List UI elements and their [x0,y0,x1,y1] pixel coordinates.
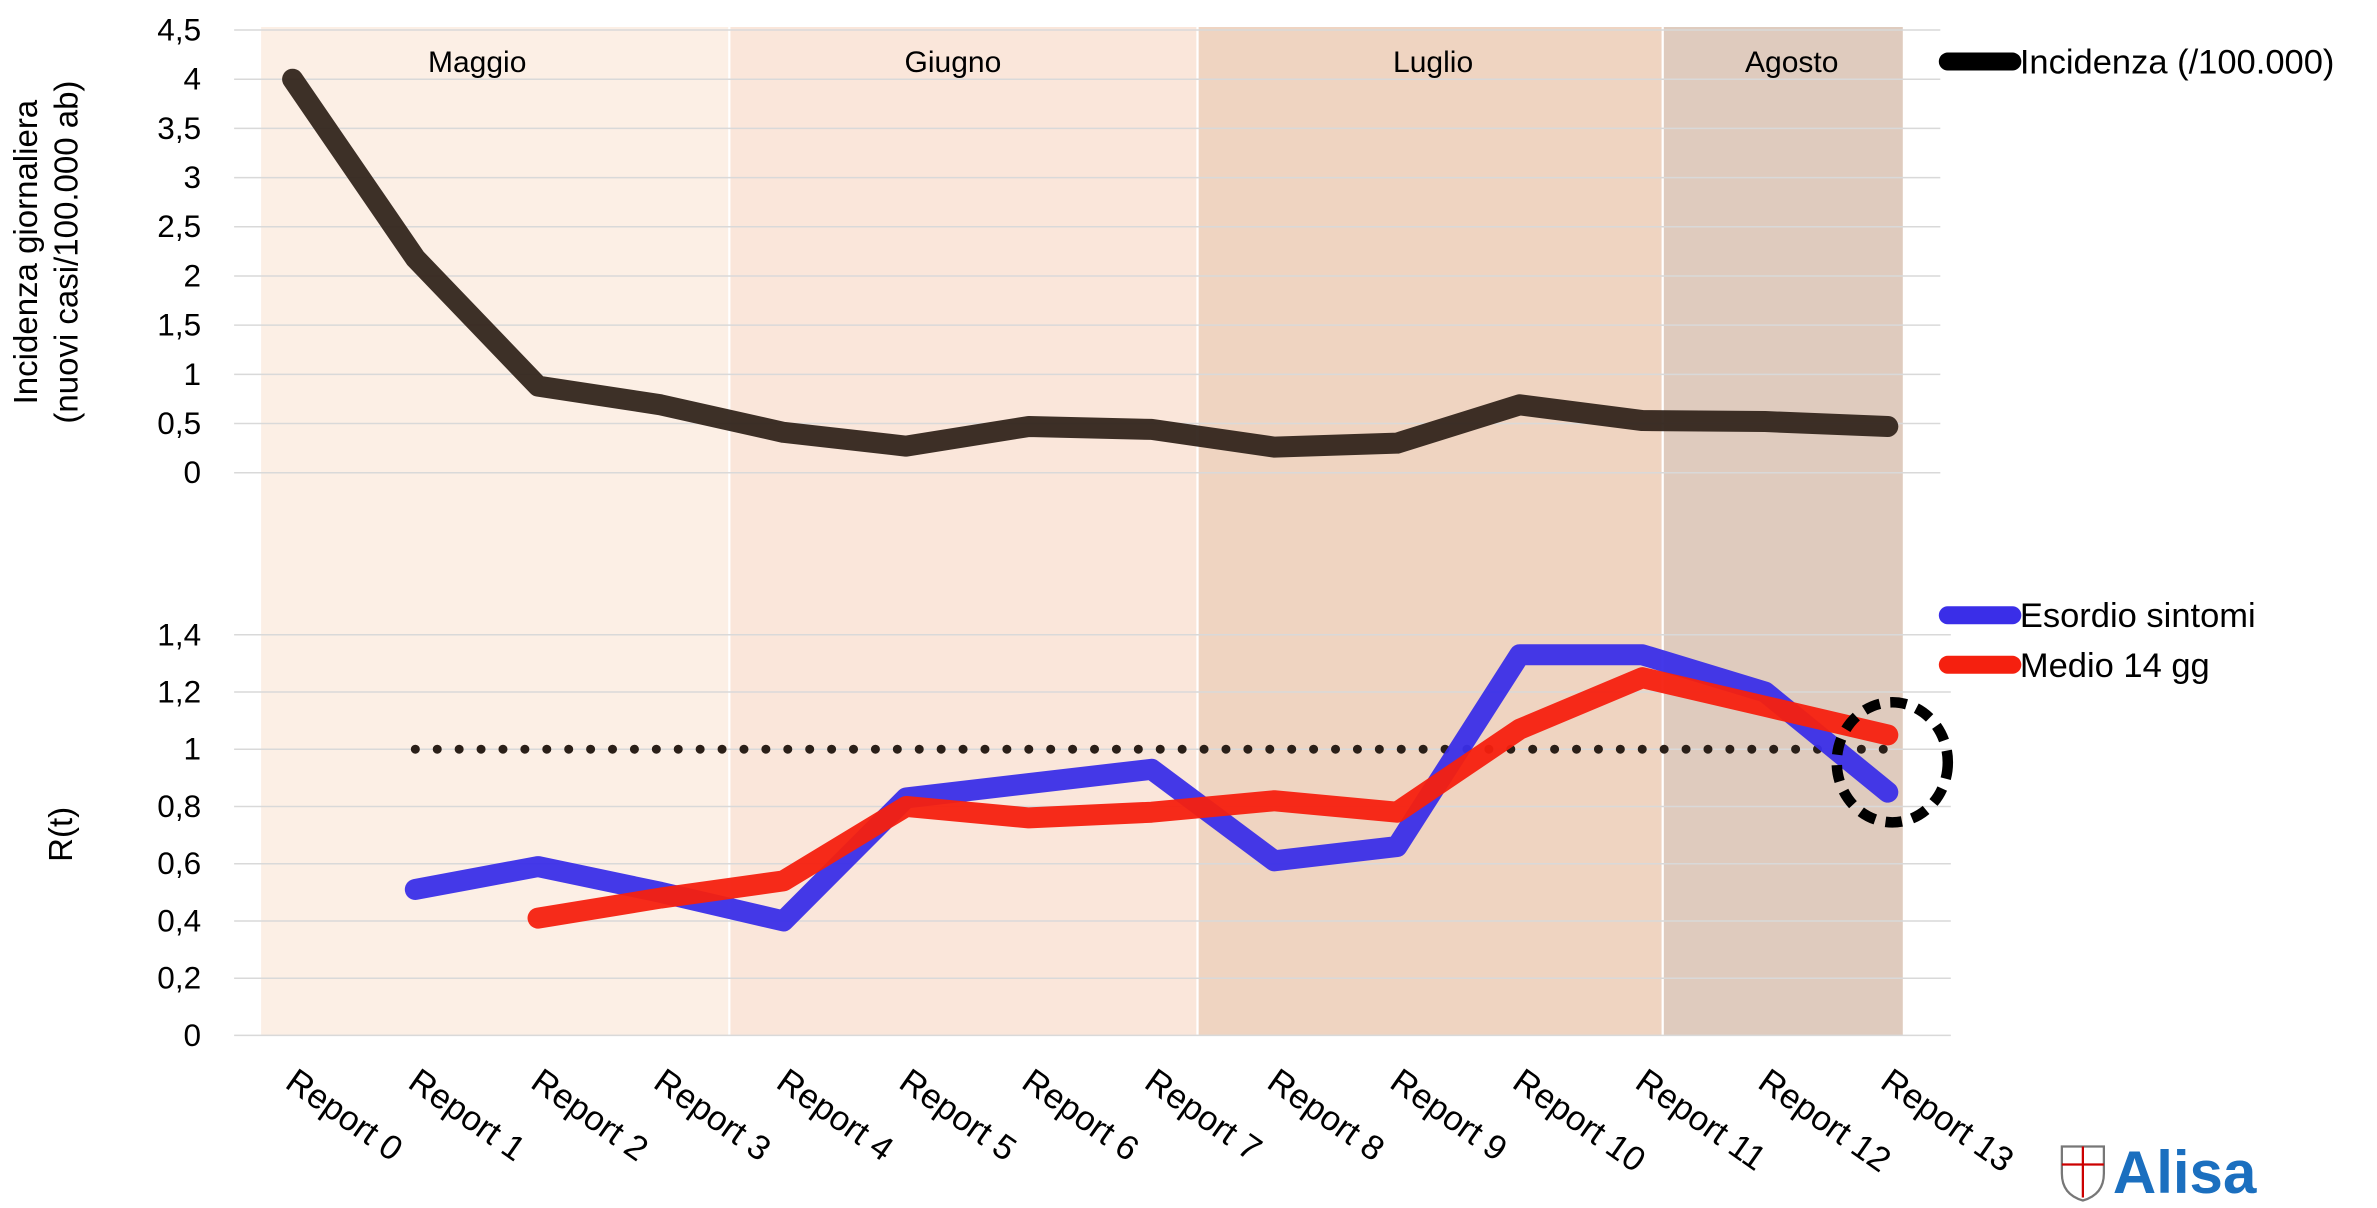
y-tick-label: 0,4 [157,902,201,938]
x-tick-label: Report 11 [1629,1062,1773,1179]
y-tick-label: 1,2 [157,674,201,710]
y-tick-label: 1,5 [157,307,201,343]
y-tick-label: 2,5 [157,208,201,244]
y-tick-label: 3,5 [157,110,201,146]
series-line [527,667,1899,929]
y-tick-label: 1 [184,731,202,767]
x-tick-label: Report 5 [893,1062,1023,1169]
x-tick-label: Report 7 [1138,1062,1268,1169]
y-tick-label: 3 [184,159,202,195]
y-tick-label: 0,2 [157,960,201,996]
y-tick-label: 0 [184,454,202,490]
y-tick-label: 4 [184,61,202,97]
x-tick-label: Report 2 [524,1062,654,1169]
x-tick-label: Report 13 [1874,1062,2020,1180]
month-label: Luglio [1393,46,1473,79]
y-tick-label: 1 [184,356,202,392]
y-axis-label: Incidenza giornaliera [7,99,44,404]
x-tick-label: Report 6 [1015,1062,1145,1169]
y-tick-label: 0,5 [157,405,201,441]
legend-label: Incidenza (/100.000) [2020,44,2335,82]
highlight-circle [1831,697,1954,828]
y-axis-label: R(t) [42,807,79,862]
x-tick-label: Report 4 [770,1062,900,1169]
y-tick-label: 0,6 [157,845,201,881]
legend-label: Esordio sintomi [2020,597,2256,635]
logo-text: Alisa [2113,1139,2257,1206]
y-tick-label: 2 [184,257,202,293]
month-bands [261,27,1903,1036]
x-tick-label: Report 12 [1752,1062,1898,1180]
y-tick-label: 0 [184,1017,202,1053]
month-label: Giugno [905,46,1002,79]
band [1662,27,1903,1036]
y-tick-label: 4,5 [157,12,201,48]
x-tick-label: Report 0 [279,1062,409,1169]
y-axis-label: (nuovi casi/100.000 ab) [47,81,84,424]
y-tick-label: 1,4 [157,616,201,652]
month-label: Agosto [1745,46,1838,79]
logo: Alisa [2060,1139,2257,1206]
y-tick-label: 0,8 [157,788,201,824]
x-tick-label: Report 1 [402,1062,532,1169]
series-line [282,68,1899,458]
x-tick-label: Report 3 [647,1062,777,1169]
month-label: Maggio [428,46,526,79]
legend-label: Medio 14 gg [2020,647,2210,685]
x-tick-label: Report 10 [1506,1062,1652,1180]
x-tick-label: Report 8 [1261,1062,1391,1169]
x-tick-label: Report 9 [1383,1062,1513,1169]
